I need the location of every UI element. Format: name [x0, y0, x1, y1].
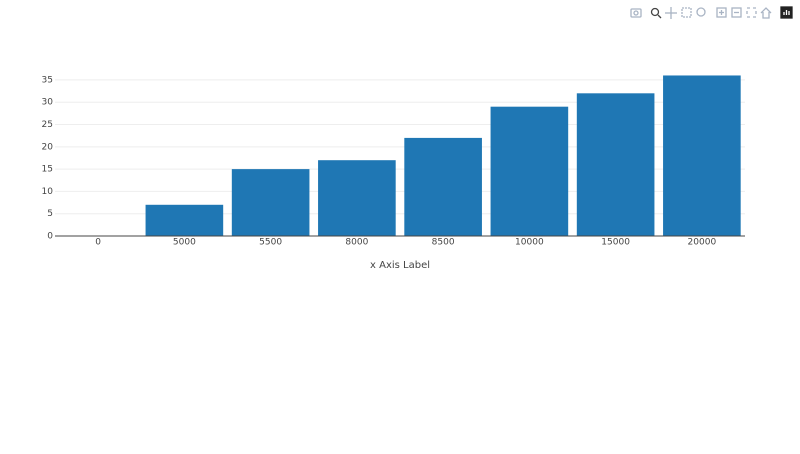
zoom-in-button[interactable]	[716, 7, 727, 18]
reset-button[interactable]	[760, 7, 772, 19]
lasso-button[interactable]	[696, 7, 706, 17]
x-tick-label: 0	[95, 238, 101, 248]
bar	[490, 106, 569, 237]
x-tick-label: 10000	[515, 238, 544, 248]
y-tick-label: 15	[42, 165, 53, 175]
autoscale-button[interactable]	[746, 7, 757, 18]
zoom-button[interactable]	[650, 7, 662, 19]
x-tick-label: 8000	[345, 238, 368, 248]
modebar	[630, 6, 793, 19]
x-tick-label: 8500	[432, 238, 455, 248]
y-tick-label: 10	[42, 187, 54, 197]
bar	[576, 93, 655, 236]
y-tick-label: 35	[42, 75, 53, 85]
camera-button[interactable]	[630, 8, 642, 18]
y-tick-label: 0	[47, 232, 53, 242]
bar	[145, 204, 224, 236]
bar	[404, 137, 482, 236]
bar	[663, 75, 741, 237]
x-tick-label: 5500	[259, 238, 282, 248]
zoom-out-button[interactable]	[731, 7, 742, 18]
y-tick-label: 25	[42, 120, 53, 130]
x-axis-label: x Axis Label	[370, 260, 430, 271]
box-select-button[interactable]	[681, 7, 692, 18]
x-tick-label: 5000	[173, 238, 196, 248]
bar	[231, 169, 310, 236]
bar	[318, 160, 396, 236]
y-tick-label: 20	[42, 142, 54, 152]
plotly-logo[interactable]	[780, 6, 793, 19]
x-tick-label: 20000	[688, 238, 717, 248]
pan-button[interactable]	[665, 7, 677, 19]
x-tick-label: 15000	[601, 238, 630, 248]
y-tick-label: 5	[47, 209, 53, 219]
y-tick-label: 30	[42, 98, 54, 108]
